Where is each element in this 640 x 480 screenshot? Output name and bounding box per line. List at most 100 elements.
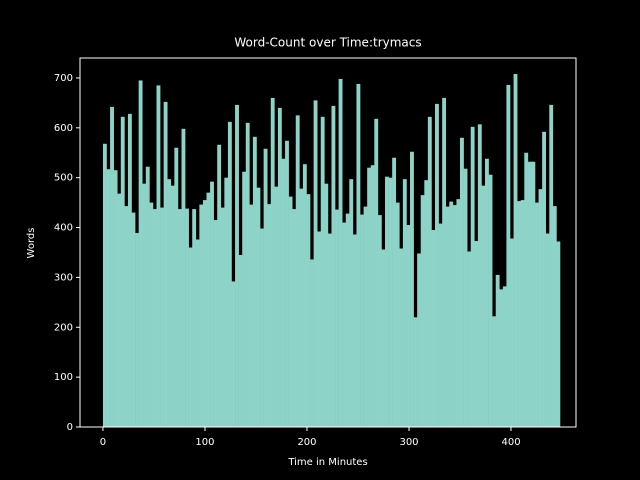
bar: [385, 176, 389, 427]
bar: [467, 251, 472, 427]
bar: [156, 85, 161, 428]
bar: [224, 177, 229, 427]
bar: [509, 238, 514, 427]
bar: [295, 115, 300, 427]
bar: [399, 248, 404, 427]
bar: [438, 223, 443, 427]
bar: [249, 204, 254, 427]
bar: [327, 233, 332, 427]
bar: [442, 97, 447, 427]
bar: [202, 200, 207, 427]
bar: [235, 104, 239, 427]
y-tick-label: 0: [67, 422, 73, 433]
bar: [145, 166, 150, 428]
x-tick-label: 400: [501, 437, 520, 448]
bar: [288, 196, 293, 427]
bar: [210, 181, 214, 427]
bar: [185, 208, 189, 427]
bar: [531, 161, 536, 427]
bar: [324, 183, 329, 427]
bar: [177, 209, 182, 427]
bar: [260, 228, 264, 427]
bar: [117, 193, 122, 427]
bar: [524, 152, 529, 428]
x-tick-label: 300: [399, 437, 418, 448]
bar: [452, 205, 457, 427]
bar: [352, 234, 357, 427]
bar: [274, 186, 279, 427]
bar: [267, 204, 272, 427]
bar: [163, 101, 168, 428]
bar: [306, 194, 311, 427]
y-tick-label: 400: [54, 223, 73, 234]
bar: [302, 164, 307, 427]
bar: [310, 259, 314, 427]
bar: [517, 201, 522, 427]
bar: [335, 209, 339, 427]
bar: [160, 207, 164, 427]
bar: [456, 199, 461, 427]
bar: [299, 188, 304, 427]
bar: [527, 161, 532, 427]
bar: [292, 209, 297, 427]
bar: [213, 220, 218, 427]
bar: [392, 157, 397, 427]
bar: [445, 206, 450, 427]
bar: [374, 118, 379, 427]
bar: [538, 189, 543, 427]
bar: [188, 247, 193, 427]
bar: [124, 206, 129, 427]
bar: [460, 137, 464, 427]
bar: [367, 167, 372, 427]
bar: [281, 158, 286, 427]
bar: [427, 116, 432, 427]
bar: [320, 116, 325, 427]
bar: [417, 253, 422, 427]
bar: [420, 195, 425, 427]
bar: [242, 171, 247, 427]
x-tick-label: 200: [297, 437, 316, 448]
bar: [542, 131, 547, 428]
bar: [238, 254, 243, 427]
bar: [110, 106, 114, 428]
bar: [549, 104, 554, 427]
bar: [270, 97, 275, 427]
bar: [252, 136, 257, 427]
bar: [142, 183, 147, 427]
bar: [195, 239, 200, 427]
bar: [231, 281, 236, 427]
bar: [131, 212, 136, 427]
y-tick-label: 100: [54, 372, 73, 383]
bar: [285, 140, 289, 427]
bar: [345, 213, 350, 427]
bar: [370, 165, 375, 427]
bar: [167, 179, 172, 427]
x-tick-label: 100: [195, 437, 214, 448]
bar: [499, 289, 504, 427]
plot-frame: [79, 57, 577, 428]
y-tick-label: 200: [54, 322, 73, 333]
bar: [206, 192, 211, 427]
chart-title: Word-Count over Time:trymacs: [234, 36, 421, 50]
bar: [463, 168, 468, 427]
bar: [149, 202, 154, 427]
bar: [317, 231, 322, 427]
bar: [192, 209, 197, 427]
bar: [449, 201, 454, 427]
bar: [113, 170, 118, 427]
bar: [356, 83, 361, 427]
bar: [388, 177, 393, 427]
bar: [488, 174, 493, 427]
bar: [106, 169, 111, 427]
bar: [502, 286, 507, 427]
bar: [313, 100, 318, 427]
bar: [245, 122, 250, 427]
bar: [545, 233, 550, 427]
bar: [256, 187, 261, 427]
bar: [181, 128, 186, 427]
bar: [338, 78, 343, 428]
bar: [431, 230, 436, 427]
y-axis-label: Words: [26, 228, 37, 259]
bar: [170, 185, 175, 427]
